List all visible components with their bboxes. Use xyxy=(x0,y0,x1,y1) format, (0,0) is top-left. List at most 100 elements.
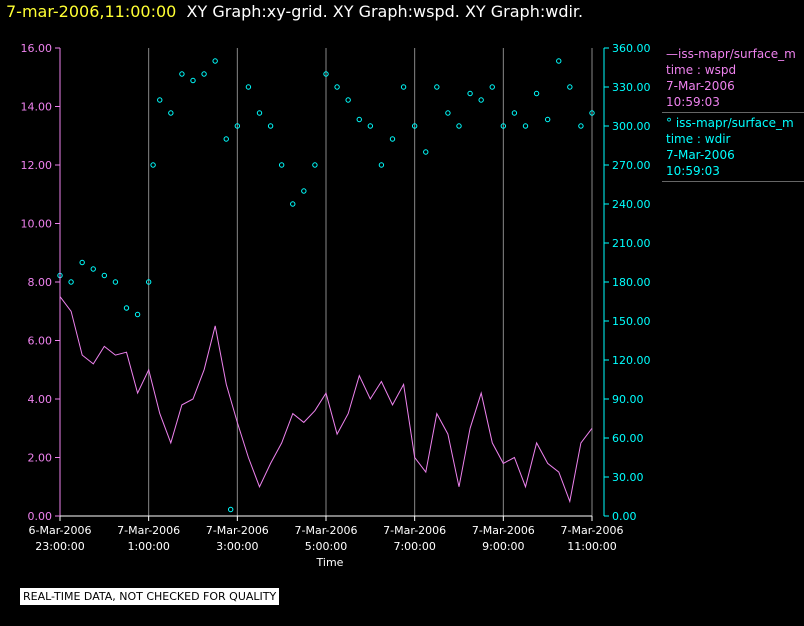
wdir-point xyxy=(356,116,362,123)
wdir-point xyxy=(227,506,234,513)
left-tick-label: 6.00 xyxy=(28,335,53,348)
wdir-point xyxy=(190,77,196,84)
wdir-point xyxy=(256,110,263,116)
quality-disclaimer: REAL-TIME DATA, NOT CHECKED FOR QUALITY xyxy=(20,588,280,605)
wdir-point xyxy=(489,84,495,90)
wdir-point xyxy=(334,84,340,90)
x-tick-time: 9:00:00 xyxy=(482,540,524,553)
x-tick-date: 7-Mar-2006 xyxy=(472,524,535,537)
wdir-point xyxy=(101,272,108,279)
legend: —iss-mapr/surface_m time : wspd 7-Mar-20… xyxy=(662,44,804,182)
wdir-point xyxy=(500,123,507,129)
right-tick-label: 210.00 xyxy=(612,237,651,250)
wdir-point xyxy=(234,123,241,129)
legend-wdir-clock: 10:59:03 xyxy=(666,164,720,178)
legend-wspd-date: 7-Mar-2006 xyxy=(666,79,735,93)
wdir-point xyxy=(168,110,174,116)
x-tick-time: 23:00:00 xyxy=(35,540,84,553)
wdir-point xyxy=(312,162,318,168)
wspd-series xyxy=(59,296,593,504)
chart-title: 7-mar-2006,11:00:00 XY Graph:xy-grid. XY… xyxy=(6,2,583,21)
grid-lines xyxy=(148,48,593,516)
wdir-point xyxy=(567,84,573,90)
wdir-point xyxy=(179,71,185,77)
left-tick-label: 12.00 xyxy=(21,159,53,172)
legend-wspd-var: time : wspd xyxy=(666,63,737,77)
legend-wspd-clock: 10:59:03 xyxy=(666,95,720,109)
left-tick-label: 10.00 xyxy=(21,218,53,231)
legend-wspd-name: —iss-mapr/surface_m xyxy=(666,47,796,61)
right-tick-label: 360.00 xyxy=(612,42,651,55)
right-tick-label: 120.00 xyxy=(612,354,651,367)
wdir-point xyxy=(578,123,584,129)
wdir-point xyxy=(301,188,307,194)
wdir-point xyxy=(367,123,374,129)
right-tick-label: 150.00 xyxy=(612,315,651,328)
x-tick-time: 1:00:00 xyxy=(127,540,169,553)
wdir-point xyxy=(478,97,484,103)
x-tick-time: 3:00:00 xyxy=(216,540,258,553)
legend-wspd: —iss-mapr/surface_m time : wspd 7-Mar-20… xyxy=(662,44,804,113)
wdir-point xyxy=(290,201,296,207)
title-graph-list: XY Graph:xy-grid. XY Graph:wspd. XY Grap… xyxy=(186,2,584,21)
wspd-line xyxy=(59,296,593,504)
x-tick-date: 7-Mar-2006 xyxy=(295,524,358,537)
wdir-point xyxy=(157,97,163,103)
right-tick-label: 0.00 xyxy=(612,510,637,523)
wdir-point xyxy=(112,279,119,285)
wdir-point xyxy=(411,123,418,129)
x-tick-time: 11:00:00 xyxy=(567,540,616,553)
right-tick-label: 180.00 xyxy=(612,276,651,289)
right-tick-label: 270.00 xyxy=(612,159,651,172)
wdir-point xyxy=(589,110,595,116)
x-tick-date: 6-Mar-2006 xyxy=(29,524,92,537)
right-tick-label: 90.00 xyxy=(612,393,644,406)
right-tick-label: 60.00 xyxy=(612,432,644,445)
left-axis-ticks: 0.00 2.00 4.00 6.00 8.00 10.00 12.00 14.00 16.00 xyxy=(21,42,60,523)
axes xyxy=(59,48,605,517)
left-tick-label: 14.00 xyxy=(21,101,53,114)
wdir-point xyxy=(544,116,551,123)
wdir-point xyxy=(134,311,141,318)
wdir-point xyxy=(445,110,451,116)
x-tick-date: 7-Mar-2006 xyxy=(383,524,446,537)
wdir-point xyxy=(90,266,96,272)
legend-wdir-name: ° iss-mapr/surface_m xyxy=(666,116,794,130)
right-axis-ticks: 0.00 30.00 60.00 90.00 120.00 150.00 180.00 210… xyxy=(604,42,651,523)
wdir-point xyxy=(533,90,540,97)
legend-wdir-var: time : wdir xyxy=(666,132,731,146)
x-axis-ticks: 6-Mar-2006 23:00:00 7-Mar-2006 1:00:00 7-Mar… xyxy=(29,516,623,553)
wdir-point xyxy=(323,71,329,77)
left-tick-label: 2.00 xyxy=(28,452,53,465)
wdir-point xyxy=(68,279,74,285)
wdir-point xyxy=(456,123,462,129)
right-tick-label: 240.00 xyxy=(612,198,651,211)
wdir-point xyxy=(389,136,396,142)
wdir-point xyxy=(400,84,407,90)
wdir-point xyxy=(345,97,351,103)
wdir-point xyxy=(434,84,440,90)
right-tick-label: 300.00 xyxy=(612,120,651,133)
wdir-point xyxy=(511,110,518,116)
wdir-point xyxy=(522,123,529,129)
wdir-point xyxy=(245,84,252,90)
legend-wdir: ° iss-mapr/surface_m time : wdir 7-Mar-2… xyxy=(662,113,804,182)
wdir-point xyxy=(267,123,274,129)
wdir-point xyxy=(123,305,130,311)
legend-wdir-date: 7-Mar-2006 xyxy=(666,148,735,162)
wdir-point xyxy=(223,136,229,142)
wdir-point xyxy=(212,58,218,64)
x-tick-date: 7-Mar-2006 xyxy=(206,524,269,537)
wdir-point xyxy=(145,279,152,285)
wdir-point xyxy=(378,162,385,168)
left-tick-label: 0.00 xyxy=(28,510,53,523)
wdir-point xyxy=(150,162,156,168)
left-tick-label: 8.00 xyxy=(28,276,53,289)
title-timestamp: 7-mar-2006,11:00:00 xyxy=(6,2,177,21)
left-tick-label: 16.00 xyxy=(21,42,53,55)
left-tick-label: 4.00 xyxy=(28,393,53,406)
x-axis-label: Time xyxy=(316,556,344,569)
wdir-point xyxy=(467,90,473,97)
x-tick-date: 7-Mar-2006 xyxy=(117,524,180,537)
